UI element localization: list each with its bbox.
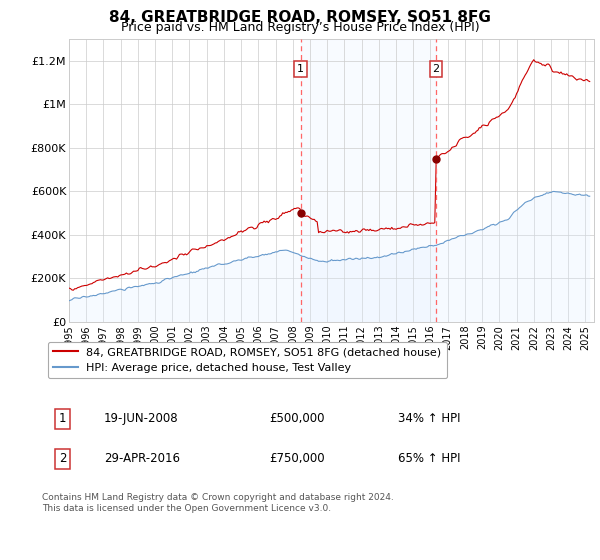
Text: 2: 2 xyxy=(59,452,66,465)
Text: 29-APR-2016: 29-APR-2016 xyxy=(104,452,180,465)
Text: 19-JUN-2008: 19-JUN-2008 xyxy=(104,412,179,425)
Text: 1: 1 xyxy=(297,64,304,74)
Text: £750,000: £750,000 xyxy=(269,452,325,465)
Text: 34% ↑ HPI: 34% ↑ HPI xyxy=(398,412,461,425)
Text: 65% ↑ HPI: 65% ↑ HPI xyxy=(398,452,461,465)
Text: 2: 2 xyxy=(433,64,440,74)
Text: Contains HM Land Registry data © Crown copyright and database right 2024.
This d: Contains HM Land Registry data © Crown c… xyxy=(42,493,394,513)
Text: Price paid vs. HM Land Registry’s House Price Index (HPI): Price paid vs. HM Land Registry’s House … xyxy=(121,21,479,34)
Text: £500,000: £500,000 xyxy=(269,412,325,425)
Bar xyxy=(301,39,436,322)
Legend: 84, GREATBRIDGE ROAD, ROMSEY, SO51 8FG (detached house), HPI: Average price, det: 84, GREATBRIDGE ROAD, ROMSEY, SO51 8FG (… xyxy=(47,342,447,378)
Text: 1: 1 xyxy=(59,412,66,425)
Text: 84, GREATBRIDGE ROAD, ROMSEY, SO51 8FG: 84, GREATBRIDGE ROAD, ROMSEY, SO51 8FG xyxy=(109,10,491,25)
